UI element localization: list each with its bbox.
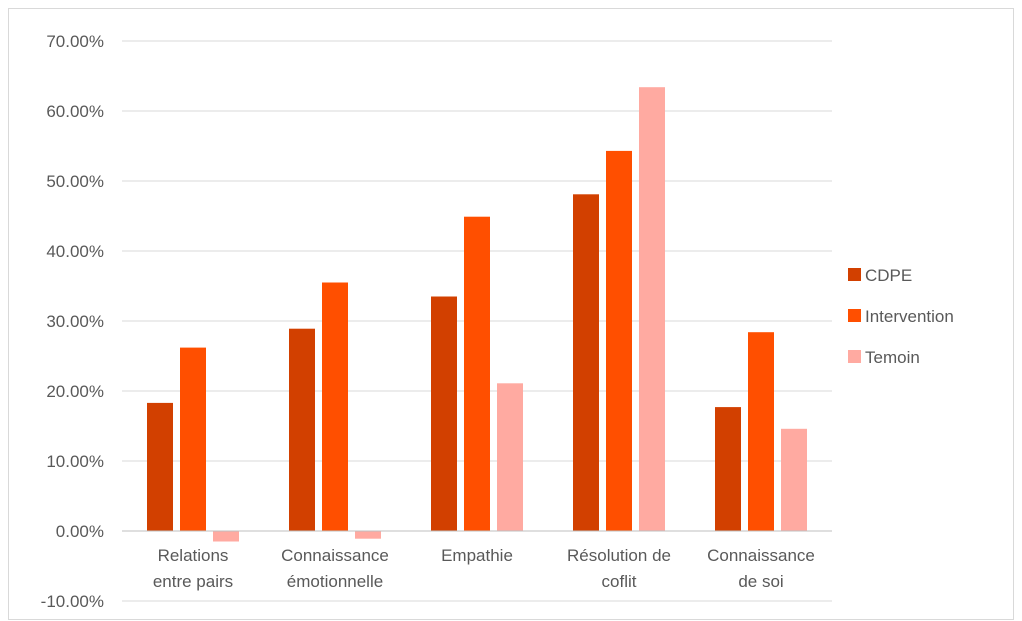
y-tick-label: 60.00% [46,102,104,121]
bar-intervention-4 [748,332,774,531]
bar-intervention-1 [322,282,348,531]
x-category-label: coflit [602,572,637,591]
legend-label-temoin: Temoin [865,348,920,367]
bar-intervention-0 [180,347,206,531]
bar-temoin-1 [355,531,381,539]
y-tick-label: 0.00% [56,522,104,541]
x-category-label: Résolution de [567,546,671,565]
y-tick-label: 50.00% [46,172,104,191]
y-tick-label: 20.00% [46,382,104,401]
y-tick-label: 70.00% [46,32,104,51]
bars [147,87,807,542]
bar-temoin-2 [497,383,523,531]
x-category-label: émotionnelle [287,572,383,591]
x-category-label: Relations [158,546,229,565]
bar-cdpe-1 [289,328,315,531]
legend-swatch-temoin [848,350,861,363]
x-category-label: Connaissance [707,546,815,565]
bar-cdpe-0 [147,402,173,531]
legend-swatch-intervention [848,309,861,322]
bar-temoin-0 [213,531,239,542]
bar-intervention-3 [606,150,632,531]
x-category-label: Empathie [441,546,513,565]
x-category-label: entre pairs [153,572,233,591]
legend-label-intervention: Intervention [865,307,954,326]
y-tick-label: -10.00% [41,592,104,611]
y-tick-label: 30.00% [46,312,104,331]
x-category-label: de soi [738,572,783,591]
bar-cdpe-2 [431,296,457,531]
x-category-label: Connaissance [281,546,389,565]
bar-temoin-3 [639,87,665,531]
legend-label-cdpe: CDPE [865,266,912,285]
y-axis-tick-labels: -10.00% 0.00% 10.00% 20.00% 30.00% 40.00% 50.0… [41,32,104,611]
legend: CDPE Intervention Temoin [848,266,954,367]
bar-temoin-4 [781,428,807,531]
y-tick-label: 40.00% [46,242,104,261]
bar-cdpe-3 [573,194,599,532]
x-axis-category-labels: Relations entre pairs Connaissance émotionn… [153,546,815,591]
y-tick-label: 10.00% [46,452,104,471]
legend-swatch-cdpe [848,268,861,281]
bar-cdpe-4 [715,407,741,531]
bar-intervention-2 [464,216,490,531]
